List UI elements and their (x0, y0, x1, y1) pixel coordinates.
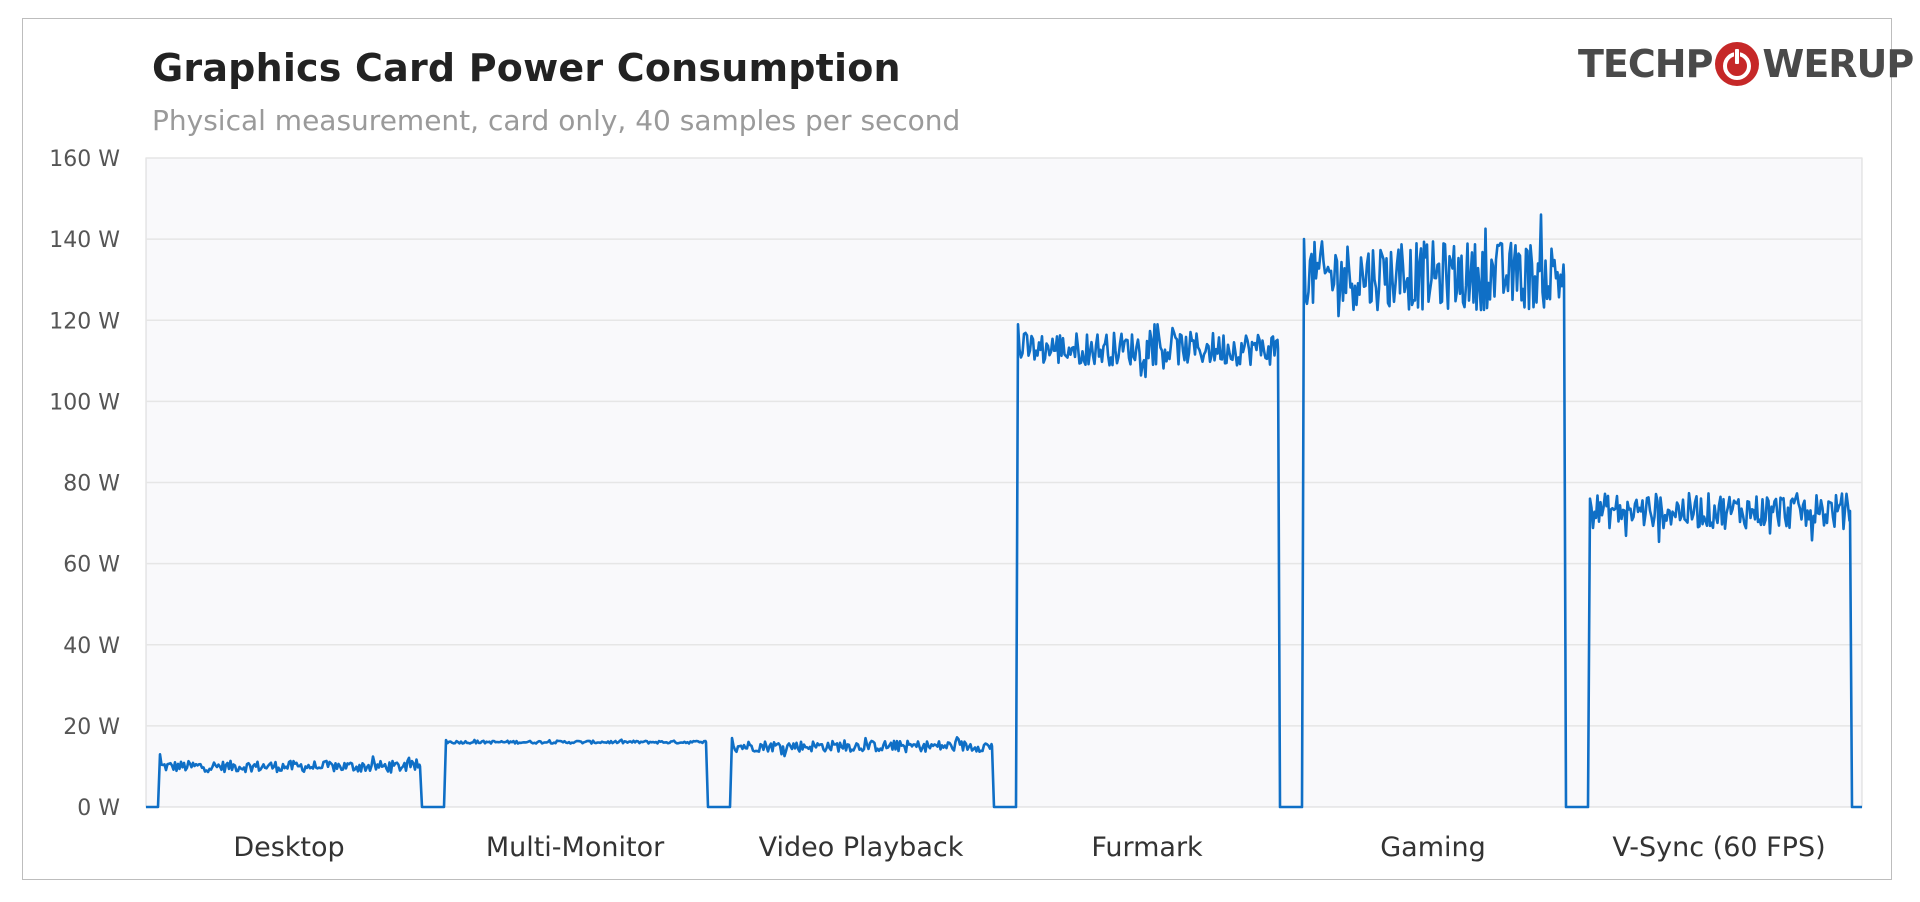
y-axis-ticks: 0 W 20 W 40 W 60 W 80 W 100 W 120 W 140 W 160 W (49, 147, 120, 821)
power-button-icon (1713, 40, 1761, 88)
series-segment-desktop (146, 752, 432, 809)
x-category-label: Video Playback (759, 832, 964, 863)
y-tick-label: 160 W (49, 147, 120, 172)
series-segment-v-sync-60-fps (1576, 491, 1862, 809)
chart-title: Graphics Card Power Consumption (152, 46, 901, 90)
techpowerup-logo: TECHP WERUP (1578, 36, 1914, 92)
y-tick-label: 60 W (63, 553, 120, 578)
x-category-label: Desktop (233, 832, 344, 863)
series-segment-gaming (1290, 213, 1576, 809)
series-segment-video-playback (718, 736, 1004, 809)
x-category-label: Furmark (1091, 832, 1203, 863)
x-axis-categories: Desktop Multi-Monitor Video Playback Furmar… (233, 832, 1825, 863)
x-category-label: Gaming (1380, 832, 1486, 863)
gridlines (146, 157, 1862, 727)
y-tick-label: 40 W (63, 634, 120, 659)
series-segment-multi-monitor (432, 738, 718, 809)
y-tick-label: 20 W (63, 715, 120, 740)
y-tick-label: 120 W (49, 309, 120, 334)
x-category-label: V-Sync (60 FPS) (1612, 832, 1825, 863)
series-segment-furmark (1004, 322, 1290, 809)
y-tick-label: 100 W (49, 390, 120, 415)
y-tick-label: 140 W (49, 228, 120, 253)
y-tick-label: 80 W (63, 472, 120, 497)
chart-subtitle: Physical measurement, card only, 40 samp… (152, 104, 961, 137)
x-category-label: Multi-Monitor (486, 832, 665, 863)
y-tick-label: 0 W (77, 796, 120, 821)
logo-text-right: WERUP (1762, 42, 1914, 86)
logo-text-left: TECHP (1578, 42, 1713, 86)
power-series (146, 213, 1862, 809)
